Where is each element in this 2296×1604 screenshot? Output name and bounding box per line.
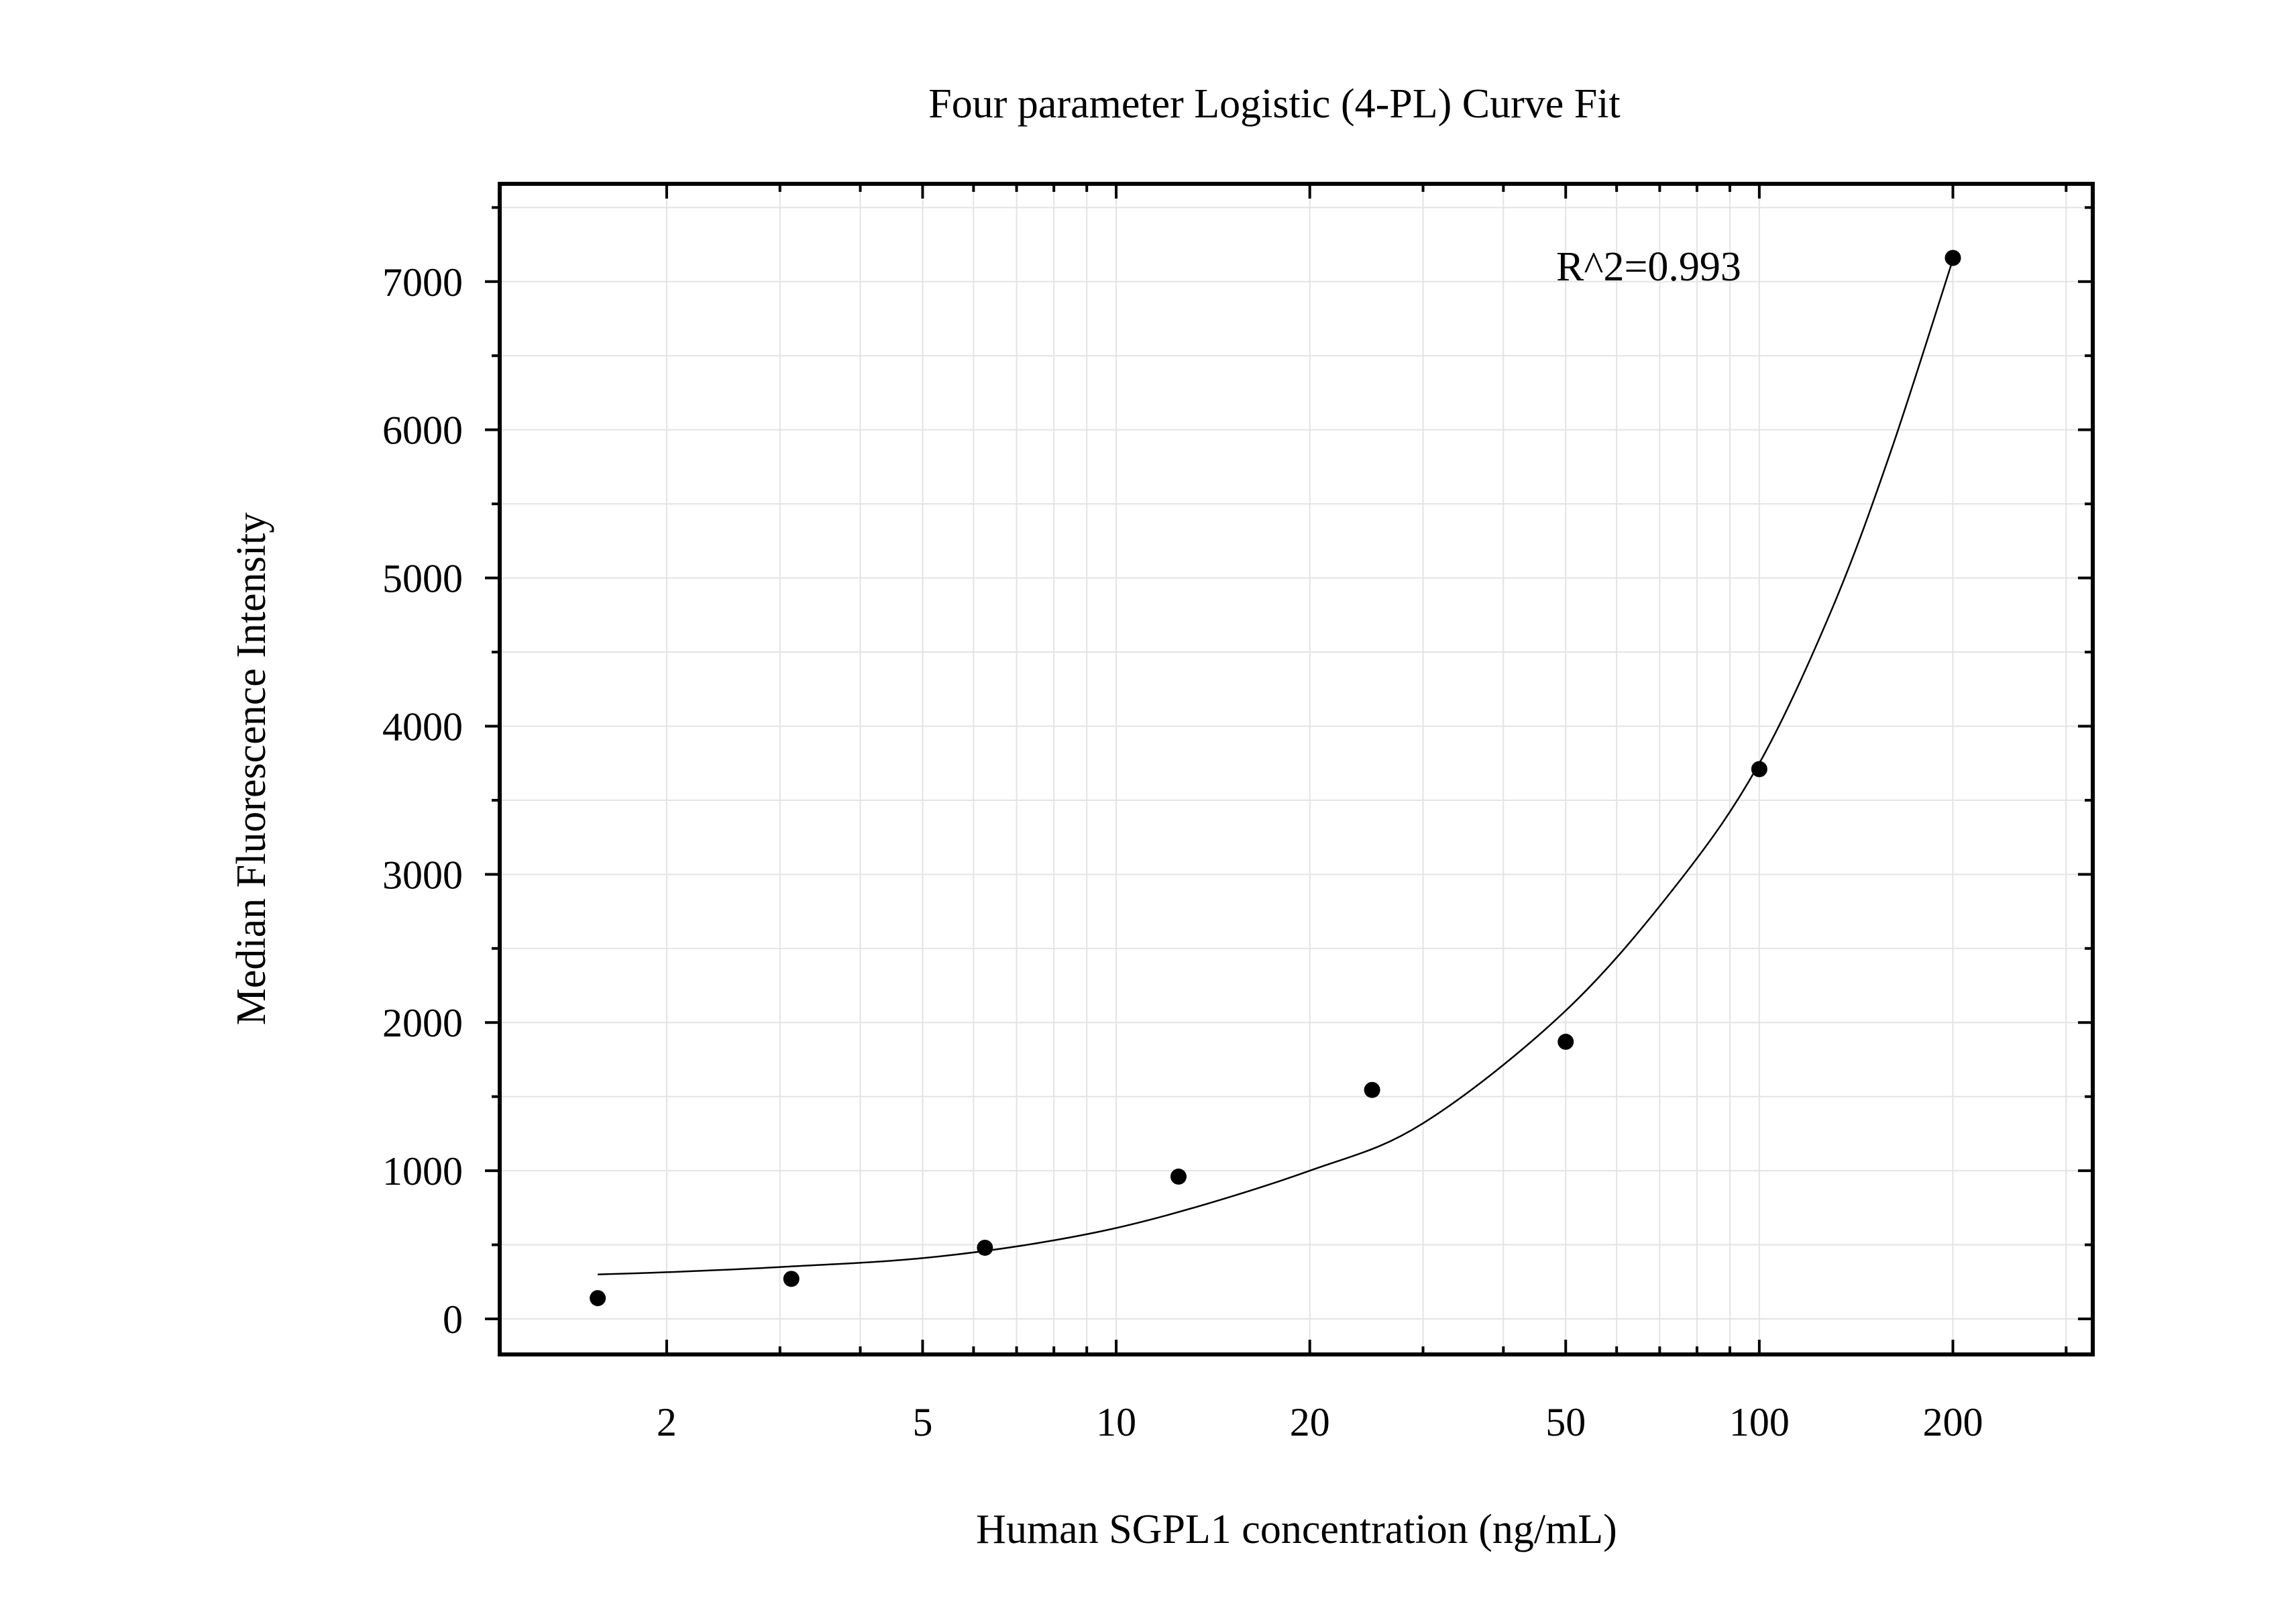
y-tick-label: 5000 <box>382 557 463 601</box>
y-axis-label: Median Fluorescence Intensity <box>229 513 274 1025</box>
y-tick-label: 1000 <box>382 1149 463 1193</box>
data-point <box>1364 1081 1380 1098</box>
fit-curve-layer <box>598 259 1954 1275</box>
x-tick-label: 10 <box>1096 1400 1136 1444</box>
y-tick-label: 4000 <box>382 704 463 749</box>
data-point <box>1557 1033 1574 1050</box>
fit-curve-line <box>598 259 1954 1275</box>
data-point <box>1945 250 1961 266</box>
chart-title: Four parameter Logistic (4-PL) Curve Fit <box>928 81 1620 127</box>
plot-frame <box>498 182 2095 1356</box>
data-point <box>590 1290 606 1307</box>
data-point <box>977 1239 993 1256</box>
y-tick-label: 3000 <box>382 853 463 897</box>
x-axis-ticks: 2 5 10 20 50 100 200 <box>657 184 2068 1444</box>
x-tick-label: 100 <box>1729 1400 1790 1444</box>
y-tick-label: 7000 <box>382 260 463 305</box>
x-tick-label: 50 <box>1545 1400 1586 1444</box>
data-point <box>1751 761 1767 778</box>
points-layer <box>590 250 1961 1307</box>
y-tick-label: 2000 <box>382 1001 463 1045</box>
x-tick-label: 20 <box>1290 1400 1330 1444</box>
x-tick-label: 5 <box>912 1400 932 1444</box>
data-point <box>1170 1168 1187 1185</box>
y-tick-label: 6000 <box>382 409 463 453</box>
x-tick-label: 200 <box>1922 1400 1983 1444</box>
x-tick-label: 2 <box>657 1400 677 1444</box>
annotation-r-squared: R^2=0.993 <box>1556 244 1741 290</box>
y-tick-label: 0 <box>443 1297 463 1342</box>
grid <box>500 184 2093 1354</box>
y-axis-ticks: 0 1000 2000 3000 4000 5000 6000 7000 <box>382 206 2093 1342</box>
data-point <box>783 1271 800 1287</box>
x-axis-label: Human SGPL1 concentration (ng/mL) <box>976 1507 1617 1552</box>
